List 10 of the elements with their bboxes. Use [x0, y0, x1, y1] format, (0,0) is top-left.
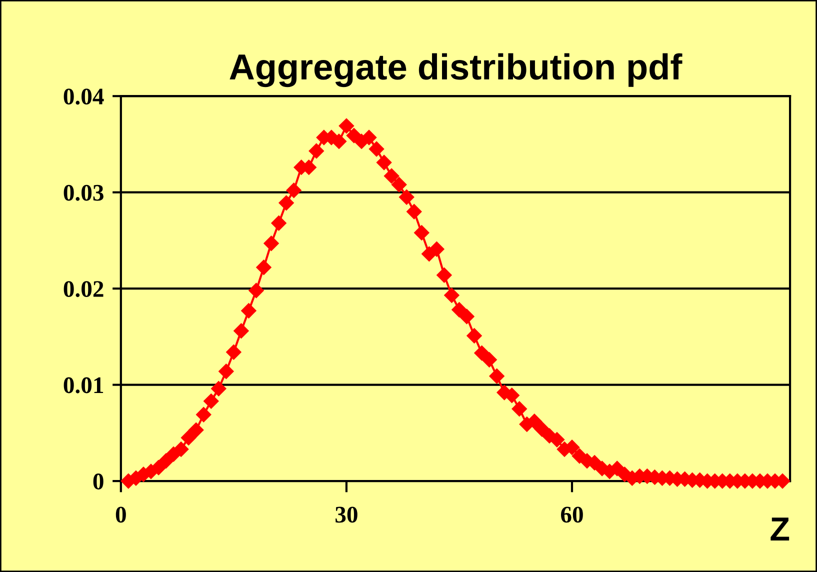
y-tick-label: 0.03: [64, 184, 104, 201]
y-tick-label: 0.02: [64, 281, 104, 298]
x-axis-title: Z: [770, 518, 790, 541]
y-tick-label: 0: [93, 474, 104, 490]
x-tick-label: 60: [561, 506, 583, 523]
x-tick-label: 0: [116, 506, 126, 523]
x-tick-label: 30: [336, 506, 358, 523]
chart-title: Aggregate distribution pdf: [230, 53, 682, 88]
y-tick-label: 0.01: [64, 377, 104, 394]
y-tick-label: 0.04: [64, 88, 104, 105]
